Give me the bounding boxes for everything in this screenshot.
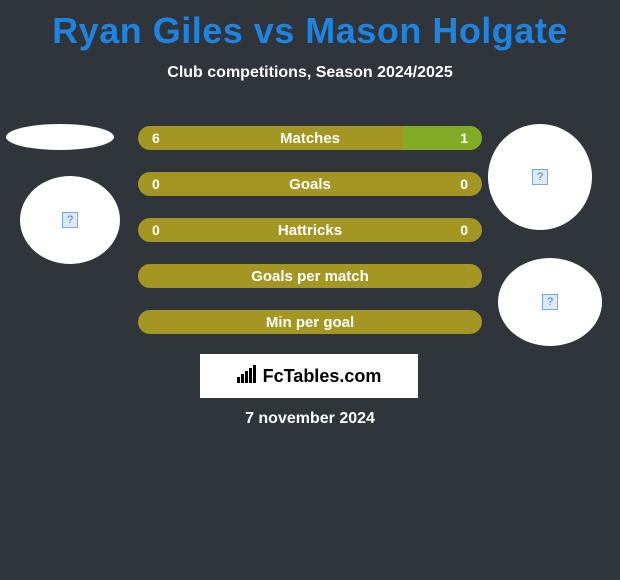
bar-hattricks-label: Hattricks <box>138 222 482 239</box>
bar-matches-right-val: 1 <box>460 130 468 146</box>
image-placeholder-icon: ? <box>542 294 558 310</box>
player-right-avatar-2: ? <box>498 258 602 346</box>
bar-hattricks: 0 Hattricks 0 <box>138 218 482 242</box>
bar-goals-label: Goals <box>138 176 482 193</box>
bar-goals: 0 Goals 0 <box>138 172 482 196</box>
bar-goals-per-match: Goals per match <box>138 264 482 288</box>
page-subtitle: Club competitions, Season 2024/2025 <box>0 64 620 82</box>
image-placeholder-icon: ? <box>62 212 78 228</box>
player-left-avatar: ? <box>20 176 120 264</box>
bar-min-per-goal: Min per goal <box>138 310 482 334</box>
player-left-shadow <box>6 124 114 150</box>
logo-bars-icon <box>237 365 259 388</box>
bar-matches-label: Matches <box>138 130 482 147</box>
bar-mpg-label: Min per goal <box>138 314 482 331</box>
image-placeholder-icon: ? <box>532 169 548 185</box>
logo-box: FcTables.com <box>200 354 418 398</box>
logo-text: FcTables.com <box>263 366 382 387</box>
bar-matches: 6 Matches 1 <box>138 126 482 150</box>
date-text: 7 november 2024 <box>0 410 620 428</box>
bar-hattricks-right-val: 0 <box>460 222 468 238</box>
bar-goals-right-val: 0 <box>460 176 468 192</box>
bar-gpm-label: Goals per match <box>138 268 482 285</box>
player-right-avatar-1: ? <box>488 124 592 230</box>
comparison-bars: 6 Matches 1 0 Goals 0 0 Hattricks 0 Goal… <box>138 126 482 356</box>
page-title: Ryan Giles vs Mason Holgate <box>0 0 620 52</box>
